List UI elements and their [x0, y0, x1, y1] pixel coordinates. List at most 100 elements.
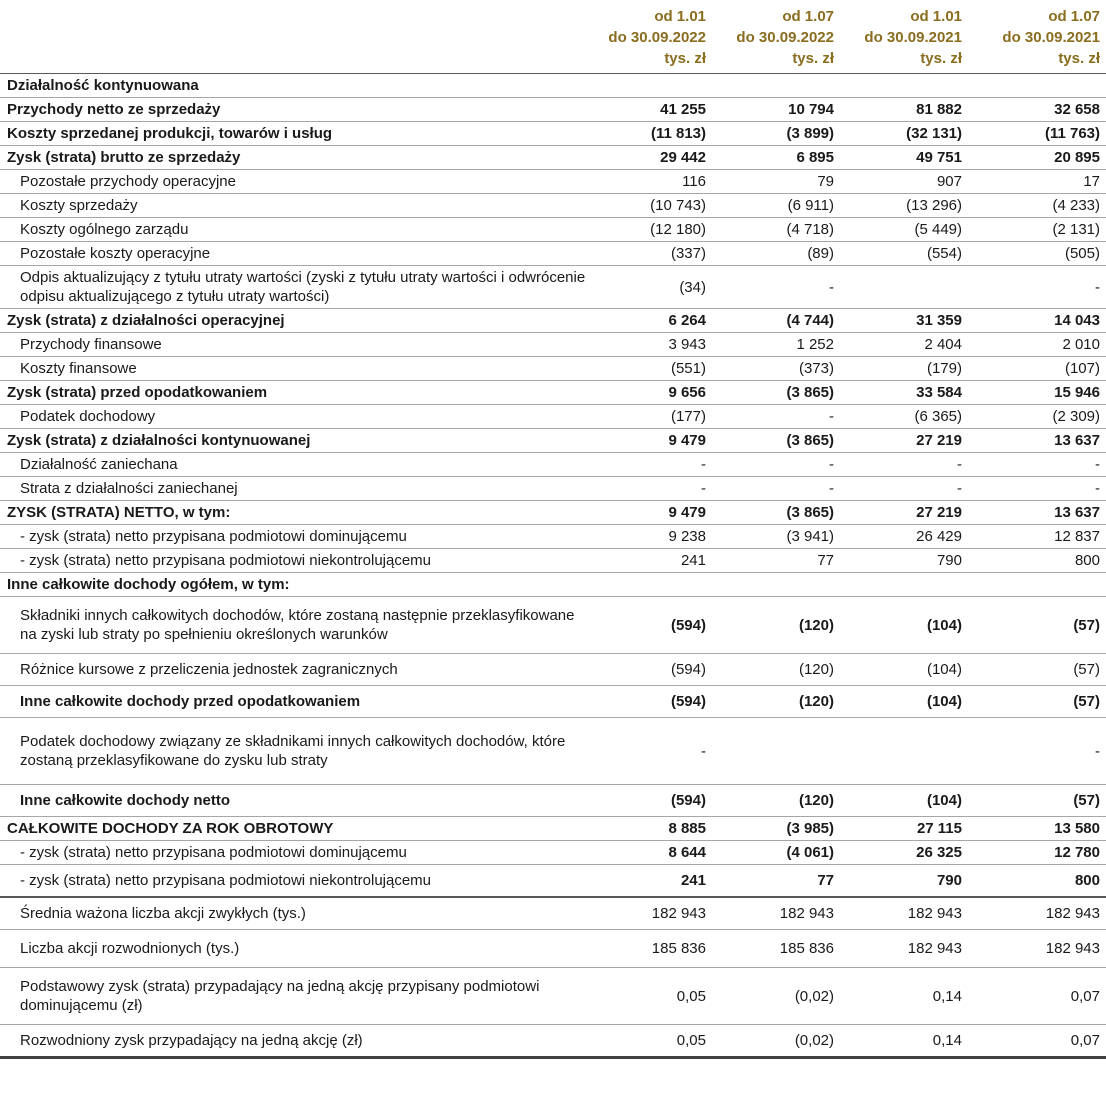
row-value: (3 899) — [786, 125, 834, 142]
row-value: 27 219 — [916, 432, 962, 449]
row-value — [968, 573, 1106, 597]
row-value: 182 943 — [907, 940, 962, 957]
row-value: (104) — [926, 661, 962, 678]
row-value: - — [829, 278, 834, 296]
row-value: (120) — [798, 661, 834, 678]
row-value: - — [1095, 742, 1100, 760]
row-value: 77 — [817, 872, 834, 889]
header-col-period-2: od 1.07 do 30.09.2022 tys. zł — [712, 0, 840, 74]
row-value: 1 252 — [796, 336, 834, 353]
row-value: (594) — [670, 661, 706, 678]
row-value: 907 — [936, 173, 962, 190]
row-value: 20 895 — [1054, 149, 1100, 166]
row-value: 2 010 — [1062, 336, 1100, 353]
row-value: - — [701, 742, 706, 760]
row-value: 13 637 — [1054, 504, 1100, 521]
row-value: (11 763) — [1044, 125, 1100, 142]
row-value — [968, 74, 1106, 98]
table-row: Koszty sprzedanej produkcji, towarów i u… — [0, 122, 1106, 146]
row-value: 0,07 — [1070, 1032, 1100, 1049]
row-value: - — [829, 480, 834, 497]
row-value: 182 943 — [907, 905, 962, 922]
header-col-period-1: od 1.01 do 30.09.2022 tys. zł — [600, 0, 712, 74]
row-value: (554) — [926, 245, 962, 262]
row-value: 790 — [936, 872, 962, 889]
row-label: Odpis aktualizujący z tytułu utraty wart… — [20, 269, 586, 305]
row-label: Średnia ważona liczba akcji zwykłych (ty… — [20, 905, 306, 922]
row-value: 800 — [1074, 872, 1100, 889]
row-label: Strata z działalności zaniechanej — [20, 480, 238, 497]
row-value: 241 — [680, 552, 706, 569]
table-row: Zysk (strata) przed opodatkowaniem 9 656 (… — [0, 381, 1106, 405]
row-label: Koszty sprzedaży — [20, 197, 138, 214]
row-value: (120) — [798, 792, 834, 809]
row-value: - — [957, 456, 962, 473]
row-value: (57) — [1073, 792, 1100, 809]
row-value: (505) — [1064, 245, 1100, 262]
row-value: - — [701, 480, 706, 497]
row-value — [840, 266, 968, 309]
table-row: Odpis aktualizujący z tytułu utraty wart… — [0, 266, 1106, 309]
row-value: 2 404 — [924, 336, 962, 353]
row-label: Zysk (strata) z działalności kontynuowan… — [7, 432, 311, 449]
row-value: (6 365) — [914, 408, 962, 425]
table-row: - zysk (strata) netto przypisana podmiot… — [0, 549, 1106, 573]
row-label: Pozostałe przychody operacyjne — [20, 173, 236, 190]
row-value: 32 658 — [1054, 101, 1100, 118]
row-value: - — [829, 408, 834, 425]
row-value: 185 836 — [779, 940, 834, 957]
row-value — [840, 573, 968, 597]
row-value: 0,05 — [676, 1032, 706, 1049]
row-label: - zysk (strata) netto przypisana podmiot… — [20, 872, 432, 889]
row-value: 81 882 — [916, 101, 962, 118]
row-value: (4 744) — [786, 312, 834, 329]
row-value: - — [1095, 278, 1100, 296]
row-value: - — [1095, 456, 1100, 473]
row-label: - zysk (strata) netto przypisana podmiot… — [20, 844, 407, 861]
table-row: ZYSK (STRATA) NETTO, w tym: 9 479 (3 865) 2… — [0, 501, 1106, 525]
table-row: Podatek dochodowy (177) - (6 365) (2 309) — [0, 405, 1106, 429]
row-value: (4 718) — [786, 221, 834, 238]
row-value: 9 656 — [668, 384, 706, 401]
row-value: (89) — [807, 245, 834, 262]
table-row: Rozwodniony zysk przypadający na jedną a… — [0, 1025, 1106, 1058]
row-value: 241 — [680, 872, 706, 889]
table-header: od 1.01 do 30.09.2022 tys. zł od 1.07 do… — [0, 0, 1106, 74]
row-value: 182 943 — [651, 905, 706, 922]
table-row: Pozostałe przychody operacyjne 116 79 907 17 — [0, 170, 1106, 194]
row-label: Koszty sprzedanej produkcji, towarów i u… — [7, 125, 333, 142]
header-unit: tys. zł — [664, 50, 706, 67]
row-label: - zysk (strata) netto przypisana podmiot… — [20, 552, 432, 569]
row-label: Działalność kontynuowana — [7, 77, 199, 94]
row-value: 12 837 — [1054, 528, 1100, 545]
row-value: 182 943 — [1045, 940, 1100, 957]
row-value: (6 911) — [787, 197, 834, 214]
table-row: Zysk (strata) brutto ze sprzedaży 29 442 6… — [0, 146, 1106, 170]
row-label: Przychody finansowe — [20, 336, 162, 353]
header-row: od 1.01 do 30.09.2022 tys. zł od 1.07 do… — [0, 0, 1106, 74]
row-value — [712, 718, 840, 785]
row-value: (3 941) — [786, 528, 834, 545]
header-period-to: do 30.09.2022 — [608, 29, 706, 46]
table-row: CAŁKOWITE DOCHODY ZA ROK OBROTOWY 8 885 (3… — [0, 817, 1106, 841]
table-row: Koszty ogólnego zarządu (12 180) (4 718) (5… — [0, 218, 1106, 242]
row-value: (0,02) — [794, 1032, 834, 1049]
header-unit: tys. zł — [792, 50, 834, 67]
row-value: (13 296) — [906, 197, 962, 214]
row-value: (32 131) — [906, 125, 962, 142]
row-value: 182 943 — [779, 905, 834, 922]
table-row: Działalność zaniechana - - - - — [0, 453, 1106, 477]
row-value: (5 449) — [914, 221, 962, 238]
row-value — [840, 718, 968, 785]
row-value: (120) — [798, 616, 834, 634]
row-value: (373) — [798, 360, 834, 377]
row-value: (3 865) — [786, 384, 834, 401]
row-value: 0,14 — [932, 1032, 962, 1049]
row-value: 9 479 — [668, 504, 706, 521]
row-value — [712, 74, 840, 98]
row-value: (104) — [926, 792, 962, 809]
row-label: Pozostałe koszty operacyjne — [20, 245, 211, 262]
row-value: (594) — [670, 616, 706, 634]
row-value: 77 — [817, 552, 834, 569]
table-row: Pozostałe koszty operacyjne (337) (89) (554… — [0, 242, 1106, 266]
